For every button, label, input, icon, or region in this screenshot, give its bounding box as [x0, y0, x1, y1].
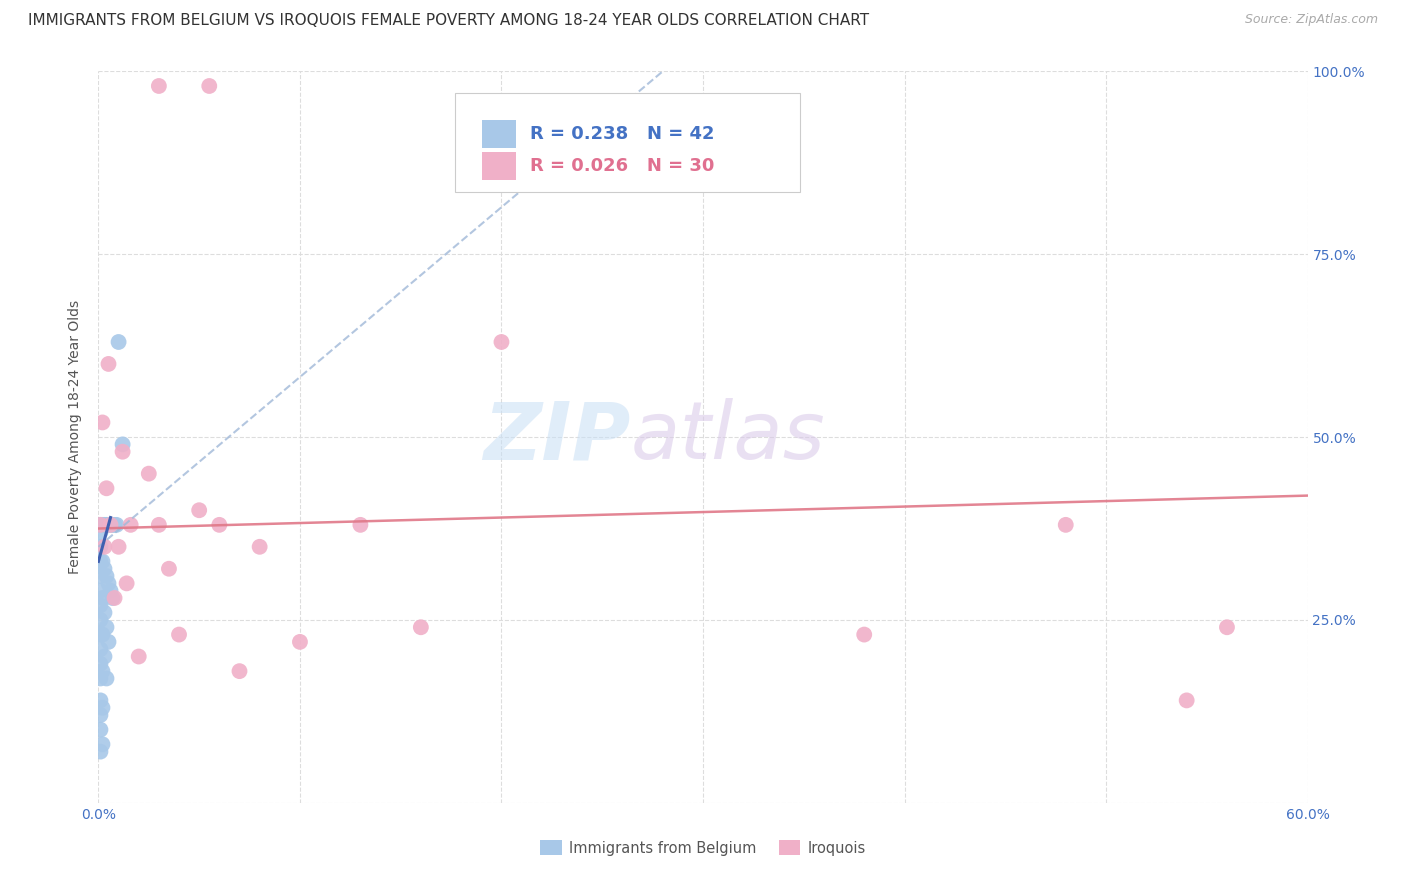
- Point: [89, 642, 111, 657]
- Point: [89, 672, 111, 686]
- Point: [1054, 517, 1077, 532]
- Point: [96, 517, 118, 532]
- Point: [115, 576, 138, 591]
- Point: [91, 517, 114, 532]
- Point: [228, 664, 250, 678]
- Text: atlas: atlas: [630, 398, 825, 476]
- Point: [91, 737, 114, 751]
- Point: [91, 591, 114, 605]
- Point: [157, 562, 180, 576]
- FancyBboxPatch shape: [456, 94, 800, 192]
- Point: [97, 357, 120, 371]
- Point: [148, 517, 170, 532]
- Y-axis label: Female Poverty Among 18-24 Year Olds: Female Poverty Among 18-24 Year Olds: [69, 300, 83, 574]
- Point: [288, 635, 311, 649]
- Point: [198, 78, 221, 93]
- Point: [89, 540, 111, 554]
- Point: [96, 620, 118, 634]
- Bar: [482, 153, 516, 180]
- Point: [89, 657, 111, 671]
- Text: Source: ZipAtlas.com: Source: ZipAtlas.com: [1244, 13, 1378, 27]
- Point: [167, 627, 190, 641]
- Point: [107, 540, 129, 554]
- Point: [96, 569, 118, 583]
- Point: [93, 517, 115, 532]
- Point: [89, 708, 111, 723]
- Point: [409, 620, 432, 634]
- Point: [103, 591, 125, 605]
- Point: [91, 416, 114, 430]
- Point: [107, 334, 129, 349]
- Point: [91, 700, 114, 714]
- Point: [89, 613, 111, 627]
- Point: [111, 444, 134, 458]
- Point: [89, 554, 111, 568]
- Point: [100, 583, 122, 598]
- Legend: Immigrants from Belgium, Iroquois: Immigrants from Belgium, Iroquois: [534, 834, 872, 862]
- Point: [111, 437, 134, 451]
- Point: [91, 627, 114, 641]
- Bar: [482, 120, 516, 148]
- Text: R = 0.026   N = 30: R = 0.026 N = 30: [530, 157, 714, 175]
- Point: [97, 517, 120, 532]
- Point: [97, 635, 120, 649]
- Point: [100, 517, 122, 532]
- Text: ZIP: ZIP: [484, 398, 630, 476]
- Point: [103, 517, 125, 532]
- Point: [93, 606, 115, 620]
- Point: [89, 569, 111, 583]
- Point: [89, 517, 111, 532]
- Point: [349, 517, 371, 532]
- Point: [89, 627, 111, 641]
- Point: [1175, 693, 1198, 707]
- Point: [120, 517, 142, 532]
- Point: [89, 745, 111, 759]
- Point: [91, 554, 114, 568]
- Point: [96, 481, 118, 495]
- Point: [89, 517, 111, 532]
- Point: [208, 517, 231, 532]
- Text: IMMIGRANTS FROM BELGIUM VS IROQUOIS FEMALE POVERTY AMONG 18-24 YEAR OLDS CORRELA: IMMIGRANTS FROM BELGIUM VS IROQUOIS FEMA…: [28, 13, 869, 29]
- Point: [105, 517, 128, 532]
- Point: [89, 599, 111, 613]
- Point: [101, 517, 124, 532]
- Point: [188, 503, 211, 517]
- Point: [89, 693, 111, 707]
- Point: [491, 334, 513, 349]
- Point: [128, 649, 150, 664]
- Point: [89, 583, 111, 598]
- Point: [89, 723, 111, 737]
- Point: [100, 517, 122, 532]
- Point: [853, 627, 876, 641]
- Point: [91, 664, 114, 678]
- Point: [138, 467, 160, 481]
- Point: [89, 525, 111, 540]
- Point: [148, 78, 170, 93]
- Text: R = 0.238   N = 42: R = 0.238 N = 42: [530, 125, 714, 144]
- Point: [93, 649, 115, 664]
- Point: [93, 562, 115, 576]
- Point: [249, 540, 271, 554]
- Point: [101, 591, 124, 605]
- Point: [97, 576, 120, 591]
- Point: [1216, 620, 1239, 634]
- Point: [93, 540, 115, 554]
- Point: [96, 672, 118, 686]
